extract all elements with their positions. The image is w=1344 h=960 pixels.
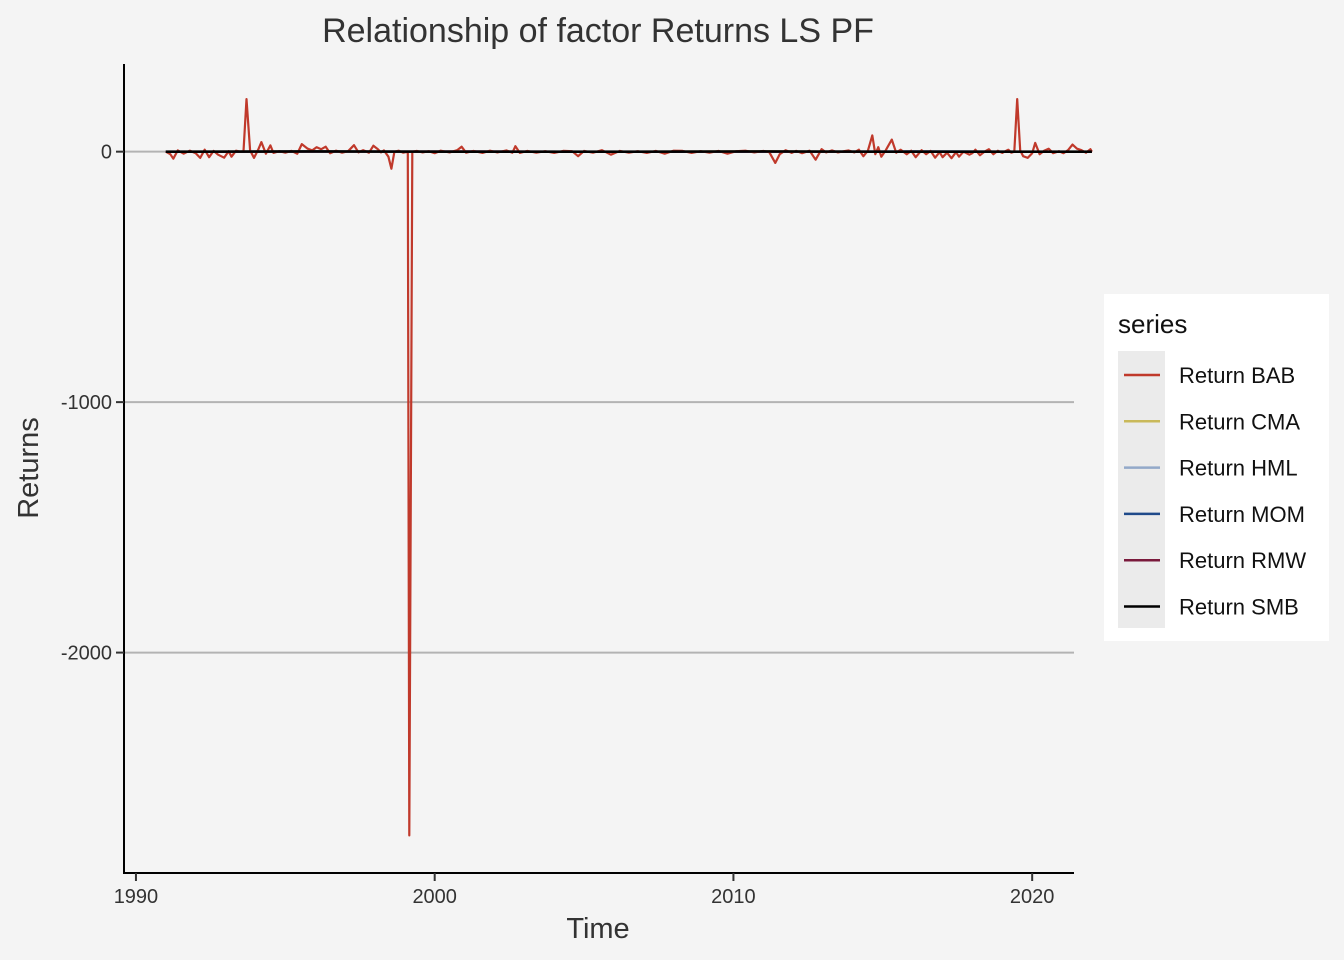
- y-tick-label: -2000: [61, 643, 112, 665]
- series-lines: [165, 98, 1093, 837]
- y-tick-label: -1000: [61, 392, 112, 414]
- legend-title: series: [1118, 309, 1187, 339]
- legend-label: Return BAB: [1179, 363, 1295, 388]
- x-tick-label: 2010: [711, 886, 756, 908]
- x-tick-label: 2000: [412, 886, 457, 908]
- legend-label: Return MOM: [1179, 502, 1305, 527]
- x-axis-title: Time: [566, 913, 629, 945]
- legend-key-background: [1118, 351, 1165, 628]
- y-axis-title: Returns: [13, 417, 45, 519]
- axis-ticks: 0 -1000 -2000 1990 2000 2010 2020: [61, 142, 1055, 908]
- legend-items: Return BAB Return CMA Return HML Return MOM…: [1124, 363, 1306, 620]
- chart-title: Relationship of factor Returns LS PF: [322, 12, 874, 50]
- legend-label: Return HML: [1179, 456, 1298, 481]
- legend-label: Return SMB: [1179, 595, 1299, 620]
- legend-label: Return RMW: [1179, 548, 1306, 573]
- x-tick-label: 1990: [114, 886, 159, 908]
- legend-label: Return CMA: [1179, 409, 1300, 434]
- x-tick-label: 2020: [1010, 886, 1055, 908]
- y-tick-label: 0: [101, 142, 112, 164]
